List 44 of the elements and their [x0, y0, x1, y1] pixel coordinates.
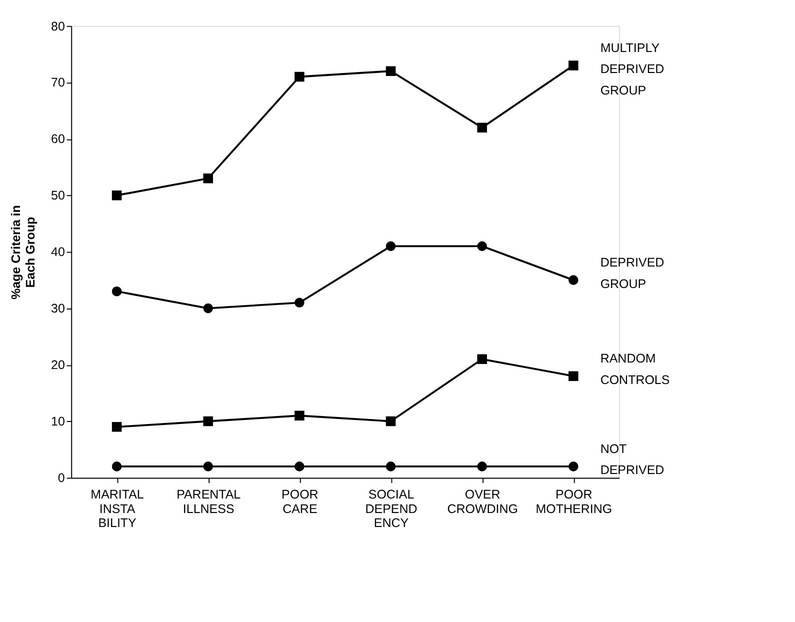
y-tick-label: 50	[51, 188, 65, 203]
point	[112, 286, 122, 296]
series-label: MULTIPLY DEPRIVED GROUP	[600, 41, 664, 98]
series-label: RANDOM CONTROLS	[600, 352, 670, 387]
y-tick-label: 30	[51, 302, 65, 316]
point	[203, 303, 214, 314]
point	[477, 462, 487, 472]
y-tick-label: 0	[58, 471, 65, 486]
point	[568, 275, 578, 285]
y-axis-title: %age Criteria in Each Group	[9, 205, 38, 300]
series-label: DEPRIVED GROUP	[600, 256, 664, 291]
y-tick-label: 40	[51, 245, 65, 260]
point	[386, 462, 396, 472]
point	[294, 72, 304, 82]
point	[112, 190, 122, 200]
x-tick-label: SOCIAL DEPEND ENCY	[365, 487, 418, 530]
x-tick-label: PARENTAL ILLNESS	[176, 487, 241, 516]
point	[477, 354, 487, 364]
point	[203, 174, 214, 184]
point	[568, 371, 578, 381]
y-tick-label: 10	[51, 414, 65, 429]
point	[386, 66, 396, 76]
point	[294, 298, 304, 308]
y-tick-label: 70	[51, 76, 65, 90]
x-tick-label: MARITAL INSTA BILITY	[90, 487, 144, 530]
point	[294, 462, 304, 472]
point	[477, 241, 487, 252]
point	[386, 241, 396, 252]
point	[112, 462, 122, 472]
point	[568, 462, 578, 472]
x-tick-label: POOR MOTHERING	[536, 487, 612, 516]
point	[294, 410, 304, 420]
point	[203, 416, 214, 426]
y-tick-label: 20	[51, 358, 65, 372]
point	[477, 122, 487, 132]
x-tick-label: POOR CARE	[282, 487, 318, 516]
point	[112, 422, 122, 432]
y-tick-label: 60	[51, 132, 65, 146]
point	[386, 416, 396, 426]
series-label: NOT DEPRIVED	[600, 442, 664, 478]
point	[568, 60, 578, 70]
x-tick-label: OVER CROWDING	[447, 487, 518, 516]
point	[203, 462, 214, 472]
y-tick-label: 80	[51, 19, 65, 34]
